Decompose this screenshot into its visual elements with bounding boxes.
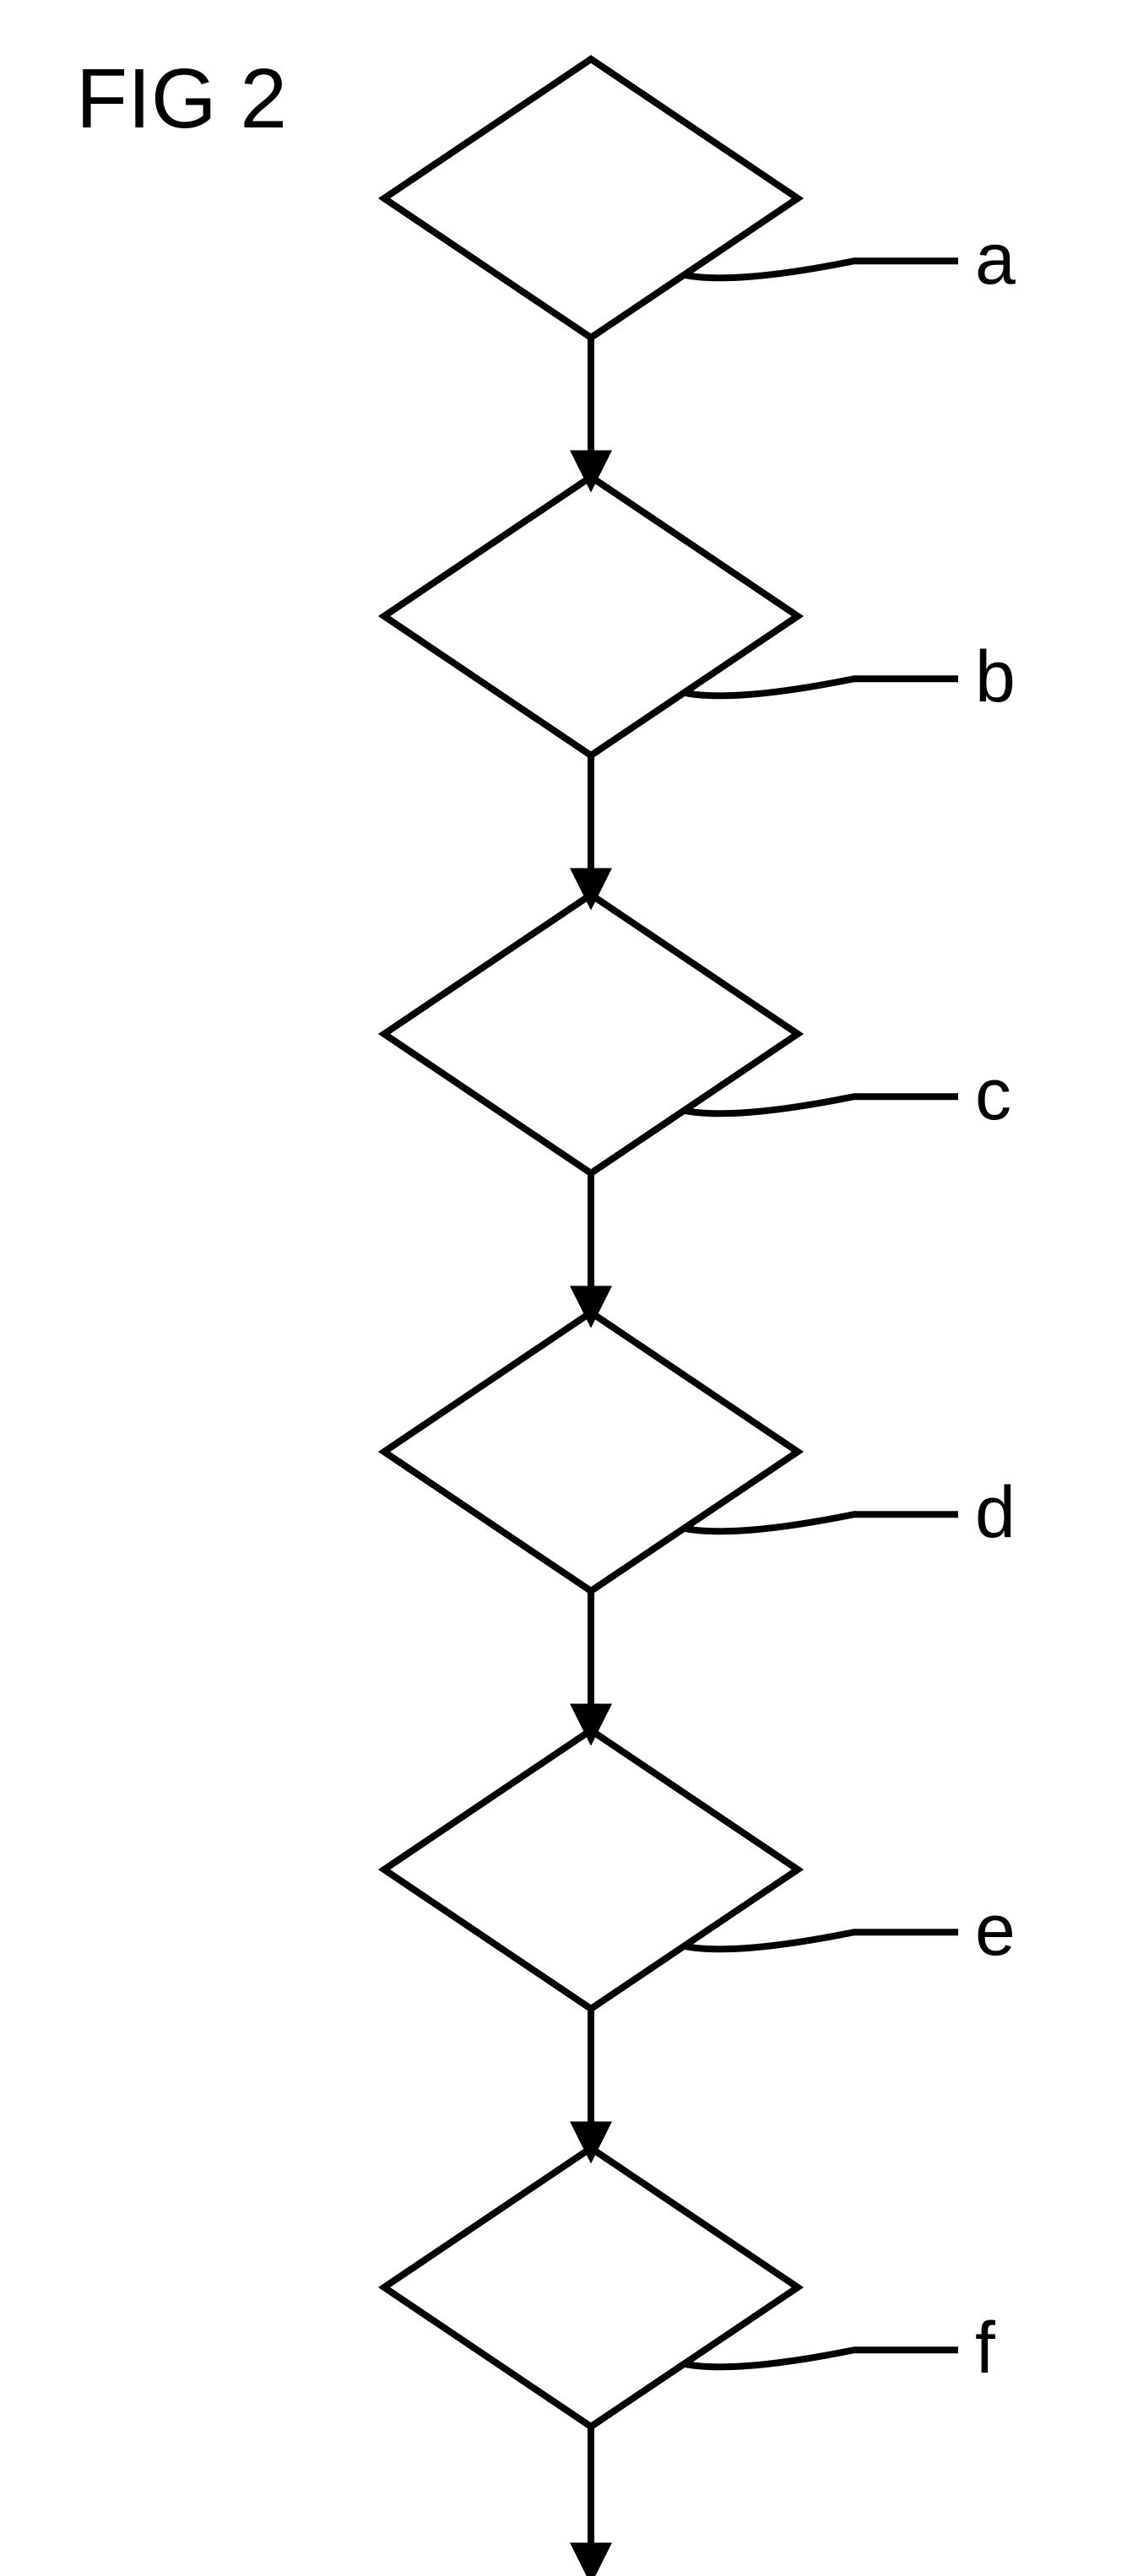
node-label-d: d [975, 1471, 1016, 1555]
flow-node-c [384, 895, 798, 1173]
node-label-f: f [975, 2307, 995, 2390]
node-label-a: a [975, 218, 1016, 301]
leader-c [684, 1096, 958, 1113]
flow-node-b [384, 477, 798, 755]
node-label-b: b [975, 636, 1016, 719]
leader-a [684, 261, 958, 278]
flow-node-a [384, 59, 798, 338]
flow-node-f [384, 2148, 798, 2427]
leader-b [684, 679, 958, 695]
flow-node-d [384, 1312, 798, 1591]
leader-e [684, 1932, 958, 1949]
flowchart [0, 0, 1127, 2576]
node-label-c: c [975, 1053, 1011, 1137]
node-label-e: e [975, 1889, 1016, 1973]
leader-d [684, 1514, 958, 1531]
flow-node-e [384, 1730, 798, 2009]
leader-f [684, 2350, 958, 2367]
